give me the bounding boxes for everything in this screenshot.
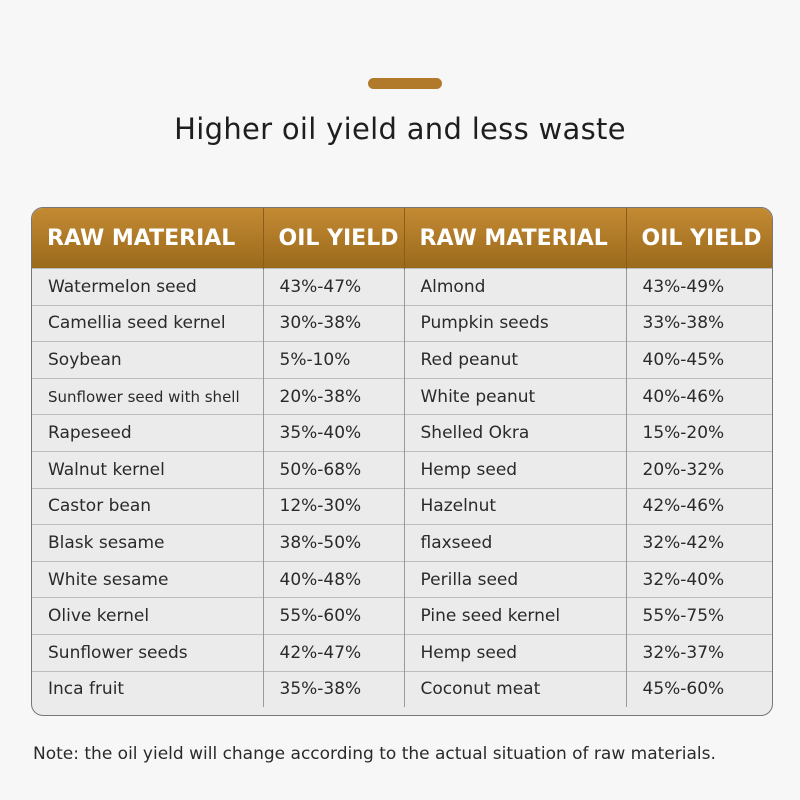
table-row: White sesame 40%-48% Perilla seed 32%-40% [32, 560, 772, 598]
table-row: Castor bean 12%-30% Hazelnut 42%-46% [32, 487, 772, 525]
raw-material-cell: Walnut kernel [32, 450, 264, 489]
table-row: Sunflower seed with shell 20%-38% White pe… [32, 377, 772, 415]
oil-yield-cell: 42%-47% [263, 633, 405, 672]
oil-yield-cell: 5%-10% [263, 341, 405, 379]
table-header-row: RAW MATERIAL OIL YIELD RAW MATERIAL OIL … [32, 208, 772, 269]
raw-material-cell: Soybean [32, 341, 264, 379]
oil-yield-cell: 40%-46% [626, 377, 772, 415]
oil-yield-cell: 43%-47% [263, 268, 405, 306]
oil-yield-cell: 38%-50% [263, 524, 405, 562]
page-title: Higher oil yield and less waste [174, 112, 626, 146]
raw-material-cell: Hazelnut [404, 487, 627, 525]
oil-yield-cell: 55%-75% [626, 597, 772, 635]
table-row: Sunflower seeds 42%-47% Hemp seed 32%-37% [32, 633, 772, 672]
oil-yield-cell: 55%-60% [263, 597, 405, 635]
table-row: Walnut kernel 50%-68% Hemp seed 20%-32% [32, 450, 772, 489]
oil-yield-cell: 50%-68% [263, 450, 405, 489]
oil-yield-cell: 30%-38% [263, 304, 405, 342]
header-oil-yield-1: OIL YIELD [263, 208, 405, 269]
table-row: Olive kernel 55%-60% Pine seed kernel 55%-7… [32, 597, 772, 635]
raw-material-cell: Pumpkin seeds [404, 304, 627, 342]
raw-material-cell: Shelled Okra [404, 414, 627, 452]
raw-material-cell: Pine seed kernel [404, 597, 627, 635]
header-raw-material-2: RAW MATERIAL [404, 208, 627, 269]
table-row: Camellia seed kernel 30%-38% Pumpkin seeds… [32, 304, 772, 342]
accent-bar [368, 78, 442, 89]
oil-yield-table-container: RAW MATERIAL OIL YIELD RAW MATERIAL OIL … [31, 207, 773, 716]
raw-material-cell: Sunflower seed with shell [32, 377, 264, 415]
oil-yield-cell: 20%-32% [626, 450, 772, 489]
raw-material-cell: Sunflower seeds [32, 633, 264, 672]
oil-yield-cell: 15%-20% [626, 414, 772, 452]
table-row: Rapeseed 35%-40% Shelled Okra 15%-20% [32, 414, 772, 452]
oil-yield-cell: 40%-48% [263, 560, 405, 598]
raw-material-cell: Hemp seed [404, 633, 627, 672]
raw-material-cell: Camellia seed kernel [32, 304, 264, 342]
oil-yield-cell: 42%-46% [626, 487, 772, 525]
header-oil-yield-2: OIL YIELD [626, 208, 772, 269]
raw-material-cell: flaxseed [404, 524, 627, 562]
raw-material-cell: Castor bean [32, 487, 264, 525]
raw-material-cell: White sesame [32, 560, 264, 598]
header-raw-material-1: RAW MATERIAL [32, 208, 264, 269]
raw-material-cell: Red peanut [404, 341, 627, 379]
oil-yield-cell: 33%-38% [626, 304, 772, 342]
table-row: Watermelon seed 43%-47% Almond 43%-49% [32, 268, 772, 306]
oil-yield-cell: 40%-45% [626, 341, 772, 379]
raw-material-cell: Watermelon seed [32, 268, 264, 306]
raw-material-cell: Inca fruit [32, 670, 264, 708]
oil-yield-cell: 32%-37% [626, 633, 772, 672]
oil-yield-cell: 35%-38% [263, 670, 405, 708]
raw-material-cell: Blask sesame [32, 524, 264, 562]
oil-yield-cell: 43%-49% [626, 268, 772, 306]
footnote: Note: the oil yield will change accordin… [33, 744, 716, 764]
table-row: Blask sesame 38%-50% flaxseed 32%-42% [32, 524, 772, 562]
oil-yield-cell: 20%-38% [263, 377, 405, 415]
oil-yield-table: RAW MATERIAL OIL YIELD RAW MATERIAL OIL … [32, 208, 772, 708]
raw-material-cell: Perilla seed [404, 560, 627, 598]
raw-material-cell: Coconut meat [404, 670, 627, 708]
oil-yield-cell: 32%-40% [626, 560, 772, 598]
oil-yield-cell: 32%-42% [626, 524, 772, 562]
raw-material-cell: Olive kernel [32, 597, 264, 635]
raw-material-cell: Hemp seed [404, 450, 627, 489]
oil-yield-cell: 12%-30% [263, 487, 405, 525]
table-body: Watermelon seed 43%-47% Almond 43%-49% Camel… [32, 268, 772, 708]
raw-material-cell: Almond [404, 268, 627, 306]
oil-yield-cell: 35%-40% [263, 414, 405, 452]
table-row: Inca fruit 35%-38% Coconut meat 45%-60% [32, 670, 772, 708]
table-row: Soybean 5%-10% Red peanut 40%-45% [32, 341, 772, 379]
oil-yield-cell: 45%-60% [626, 670, 772, 708]
raw-material-cell: White peanut [404, 377, 627, 415]
raw-material-cell: Rapeseed [32, 414, 264, 452]
